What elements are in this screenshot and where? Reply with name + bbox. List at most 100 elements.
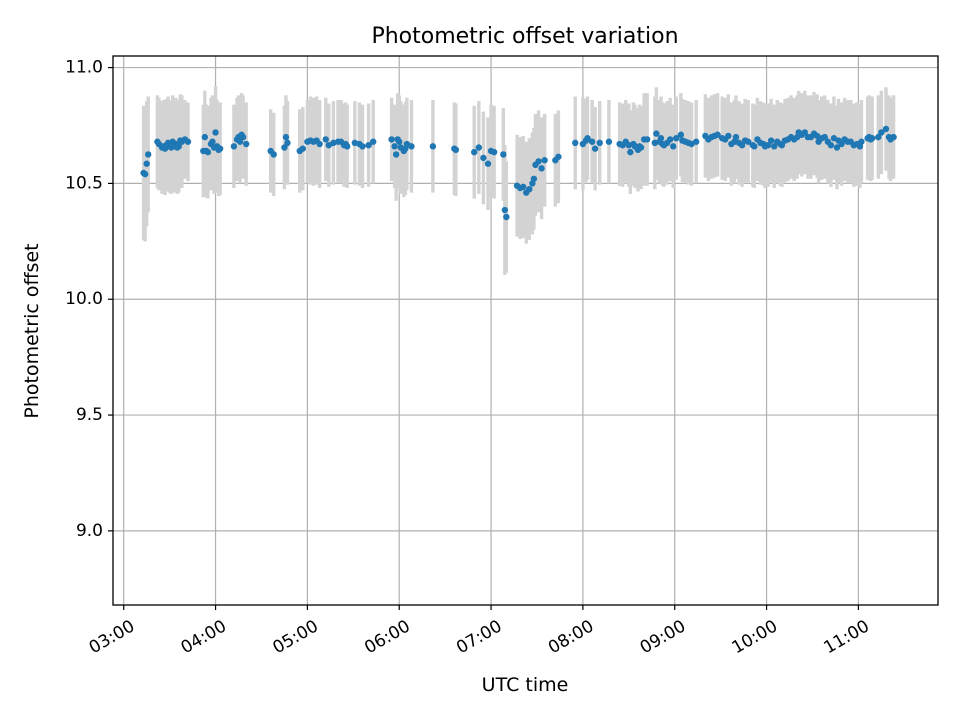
data-point bbox=[584, 135, 591, 142]
data-point bbox=[875, 133, 882, 141]
data-point bbox=[738, 141, 746, 149]
data-point bbox=[242, 140, 250, 148]
x-tick-label: 08:00 bbox=[545, 616, 597, 658]
data-point bbox=[392, 151, 400, 158]
data-point bbox=[751, 143, 758, 150]
data-point bbox=[490, 148, 498, 156]
x-tick-label: 06:00 bbox=[361, 616, 413, 658]
data-point bbox=[673, 135, 680, 142]
data-point bbox=[475, 144, 483, 151]
data-point bbox=[833, 144, 841, 151]
x-tick-label: 07:00 bbox=[453, 616, 505, 658]
data-point bbox=[429, 143, 437, 150]
data-point bbox=[605, 138, 613, 145]
data-point bbox=[572, 139, 579, 147]
data-point bbox=[480, 154, 487, 162]
data-point bbox=[821, 133, 828, 141]
data-point bbox=[500, 151, 507, 158]
data-point bbox=[388, 136, 395, 143]
data-point bbox=[212, 129, 219, 136]
data-point bbox=[745, 138, 752, 145]
data-point bbox=[596, 139, 603, 147]
data-point bbox=[767, 137, 775, 144]
data-point bbox=[503, 213, 510, 221]
data-point bbox=[501, 206, 509, 214]
data-point bbox=[408, 143, 415, 150]
data-point bbox=[530, 175, 538, 182]
data-point bbox=[588, 138, 596, 145]
data-point bbox=[359, 143, 366, 150]
data-point bbox=[216, 145, 224, 152]
data-point bbox=[868, 135, 876, 142]
data-point bbox=[391, 143, 398, 150]
data-point bbox=[209, 138, 216, 145]
data-point bbox=[764, 141, 772, 149]
data-point bbox=[365, 141, 372, 149]
x-axis-ticks: 03:00 04:00 05:00 06:00 07:00 08:00 09:00 10:00… bbox=[86, 605, 873, 658]
data-point bbox=[882, 125, 890, 133]
data-point bbox=[725, 132, 732, 140]
data-point bbox=[316, 140, 323, 148]
data-point bbox=[370, 138, 377, 145]
x-axis-label: UTC time bbox=[482, 674, 569, 696]
chart-title: Photometric offset variation bbox=[371, 24, 678, 49]
data-point bbox=[520, 183, 527, 191]
y-axis-ticks: 9.0 9.5 10.0 10.5 11.0 bbox=[65, 58, 113, 541]
x-tick-label: 05:00 bbox=[269, 616, 321, 658]
y-tick-label: 10.5 bbox=[65, 173, 103, 193]
data-point bbox=[627, 148, 634, 156]
x-tick-label: 09:00 bbox=[637, 616, 689, 658]
data-point bbox=[591, 145, 599, 152]
data-point bbox=[677, 131, 685, 138]
x-tick-label: 10:00 bbox=[729, 616, 781, 658]
plot-frame bbox=[112, 55, 939, 606]
data-point bbox=[175, 143, 183, 150]
data-point bbox=[343, 143, 351, 150]
data-point bbox=[878, 129, 885, 136]
data-point bbox=[771, 143, 778, 150]
data-point bbox=[890, 133, 897, 141]
data-point bbox=[858, 138, 865, 145]
data-point bbox=[670, 143, 677, 150]
data-point bbox=[299, 145, 306, 152]
data-point bbox=[692, 138, 700, 145]
data-point bbox=[555, 153, 562, 160]
data-point bbox=[143, 160, 150, 167]
data-point bbox=[484, 160, 492, 167]
data-point bbox=[535, 158, 542, 165]
x-tick-label: 11:00 bbox=[820, 616, 872, 658]
data-point bbox=[452, 146, 460, 154]
data-point bbox=[201, 133, 209, 141]
data-point bbox=[801, 129, 809, 136]
data-point bbox=[281, 144, 288, 151]
data-point bbox=[714, 131, 721, 138]
y-tick-label: 9.0 bbox=[76, 521, 103, 541]
x-tick-label: 03:00 bbox=[86, 616, 138, 658]
data-point bbox=[322, 136, 329, 143]
y-tick-label: 10.0 bbox=[65, 289, 103, 309]
data-point bbox=[270, 151, 277, 158]
data-point bbox=[838, 140, 845, 148]
data-point bbox=[236, 138, 244, 145]
error-bars bbox=[141, 86, 896, 275]
data-point bbox=[230, 143, 238, 150]
y-axis-label: Photometric offset bbox=[21, 243, 43, 418]
data-point bbox=[141, 170, 149, 178]
data-point bbox=[541, 157, 548, 164]
data-point bbox=[526, 185, 533, 193]
data-point bbox=[282, 133, 290, 141]
x-tick-label: 04:00 bbox=[178, 616, 230, 658]
data-point bbox=[657, 135, 665, 142]
data-point bbox=[538, 165, 545, 172]
data-point bbox=[778, 141, 786, 149]
y-tick-label: 11.0 bbox=[65, 58, 103, 78]
data-point bbox=[666, 136, 674, 143]
data-point bbox=[732, 133, 740, 141]
data-point bbox=[239, 133, 247, 141]
data-points bbox=[140, 125, 897, 221]
data-point bbox=[827, 141, 835, 149]
data-point bbox=[653, 130, 660, 137]
data-point bbox=[145, 151, 152, 158]
data-point bbox=[184, 138, 192, 145]
